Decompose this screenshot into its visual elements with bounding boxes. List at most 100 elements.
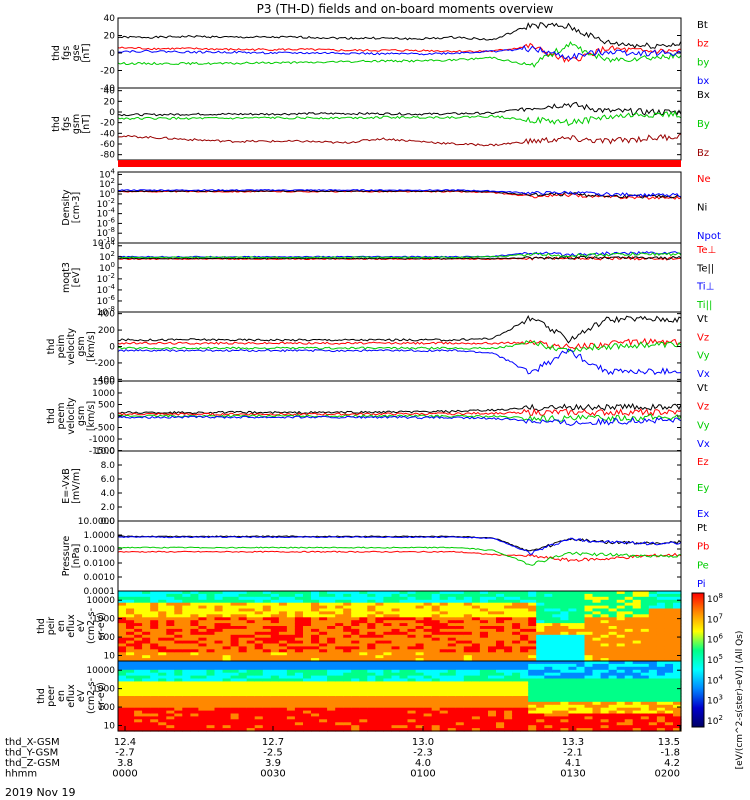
spectrogram-cell: [150, 661, 159, 665]
spectrogram-cell: [198, 643, 207, 647]
spectrogram-cell: [664, 693, 674, 697]
spectrogram-cell: [528, 716, 537, 720]
spectrogram-cell: [656, 602, 666, 607]
xaxis-value: 0000: [112, 769, 137, 780]
spectrogram-cell: [286, 728, 296, 732]
spectrogram-cell: [246, 669, 256, 674]
spectrogram-cell: [158, 626, 167, 630]
spectrogram-cell: [536, 652, 545, 656]
spectrogram-cell: [544, 614, 553, 618]
spectrogram-cell: [496, 637, 505, 642]
spectrogram-cell: [528, 672, 537, 677]
spectrogram-cell: [407, 596, 417, 601]
spectrogram-cell: [673, 652, 682, 656]
spectrogram-cell: [351, 693, 360, 697]
spectrogram-cell: [206, 620, 216, 624]
spectrogram-cell: [608, 681, 618, 685]
spectrogram-cell: [190, 669, 199, 674]
spectrogram-cell: [407, 591, 417, 595]
ytick-label: 0: [109, 108, 115, 118]
spectrogram-cell: [335, 611, 344, 615]
spectrogram-cell: [640, 716, 650, 720]
spectrogram-cell: [359, 707, 368, 712]
spectrogram-cell: [600, 623, 610, 627]
spectrogram-cell: [254, 611, 264, 615]
spectrogram-cell: [496, 611, 505, 615]
spectrogram-cell: [391, 684, 401, 688]
spectrogram-cell: [640, 652, 650, 656]
spectrogram-cell: [536, 617, 545, 621]
spectrogram-cell: [640, 649, 650, 653]
spectrogram-cell: [230, 681, 240, 685]
spectrogram-cell: [616, 681, 626, 685]
spectrogram-cell: [335, 707, 344, 712]
spectrogram-cell: [118, 643, 127, 647]
ylabel-fgs-gsm: thd fgs gsm [nT]: [51, 114, 92, 134]
spectrogram-cell: [600, 640, 610, 645]
spectrogram-cell: [118, 698, 127, 703]
spectrogram-cell: [134, 693, 143, 697]
spectrogram-cell: [512, 608, 521, 612]
spectrogram-cell: [126, 725, 135, 729]
spectrogram-cell: [471, 725, 481, 729]
spectrogram-cell: [222, 722, 232, 726]
spectrogram-cell: [262, 658, 272, 662]
spectrogram-cell: [488, 716, 497, 720]
spectrogram-cell: [270, 684, 280, 688]
spectrogram-cell: [512, 710, 521, 715]
spectrogram-cell: [520, 675, 529, 680]
spectrogram-cell: [576, 611, 585, 615]
spectrogram-cell: [640, 591, 650, 595]
spectrogram-cell: [327, 605, 336, 610]
spectrogram-cell: [632, 701, 642, 706]
spectrogram-cell: [134, 661, 143, 665]
spectrogram-cell: [359, 669, 368, 674]
spectrogram-cell: [560, 634, 569, 639]
spectrogram-cell: [648, 593, 658, 598]
spectrogram-cell: [439, 713, 449, 717]
spectrogram-cell: [278, 663, 288, 668]
spectrogram-cell: [166, 690, 175, 694]
spectrogram-cell: [520, 655, 529, 659]
spectrogram-cell: [142, 675, 151, 680]
spectrogram-cell: [214, 701, 224, 706]
spectrogram-cell: [158, 728, 167, 732]
spectrogram-cell: [608, 687, 618, 691]
spectrogram-cell: [118, 599, 127, 604]
spectrogram-cell: [463, 707, 473, 712]
spectrogram-cell: [536, 675, 545, 680]
spectrogram-cell: [560, 608, 569, 612]
spectrogram-cell: [286, 669, 296, 674]
spectrogram-cell: [592, 599, 602, 604]
spectrogram-cell: [576, 690, 585, 694]
spectrogram-cell: [656, 661, 666, 665]
spectrogram-cell: [520, 599, 529, 604]
spectrogram-cell: [520, 626, 529, 630]
spectrogram-cell: [359, 678, 368, 682]
spectrogram-cell: [190, 634, 199, 639]
spectrogram-cell: [463, 710, 473, 715]
spectrogram-cell: [335, 661, 344, 665]
spectrogram-cell: [198, 591, 207, 595]
spectrogram-cell: [383, 707, 392, 712]
spectrogram-cell: [415, 693, 425, 697]
spectrogram-cell: [576, 655, 585, 659]
spectrogram-cell: [391, 716, 401, 720]
spectrogram-cell: [423, 716, 433, 720]
spectrogram-cell: [230, 643, 240, 647]
spectrogram-cell: [592, 672, 602, 677]
spectrogram-cell: [262, 663, 272, 668]
spectrogram-cell: [560, 693, 569, 697]
spectrogram-cell: [439, 678, 449, 682]
spectrogram-cell: [150, 617, 159, 621]
spectrogram-cell: [158, 652, 167, 656]
spectrogram-cell: [294, 675, 304, 680]
spectrogram-cell: [544, 661, 553, 665]
spectrogram-cell: [544, 725, 553, 729]
spectrogram-cell: [174, 719, 183, 723]
spectrogram-cell: [238, 646, 248, 650]
spectrogram-cell: [399, 599, 409, 604]
spectrogram-cell: [126, 634, 135, 639]
spectrogram-cell: [375, 710, 384, 715]
